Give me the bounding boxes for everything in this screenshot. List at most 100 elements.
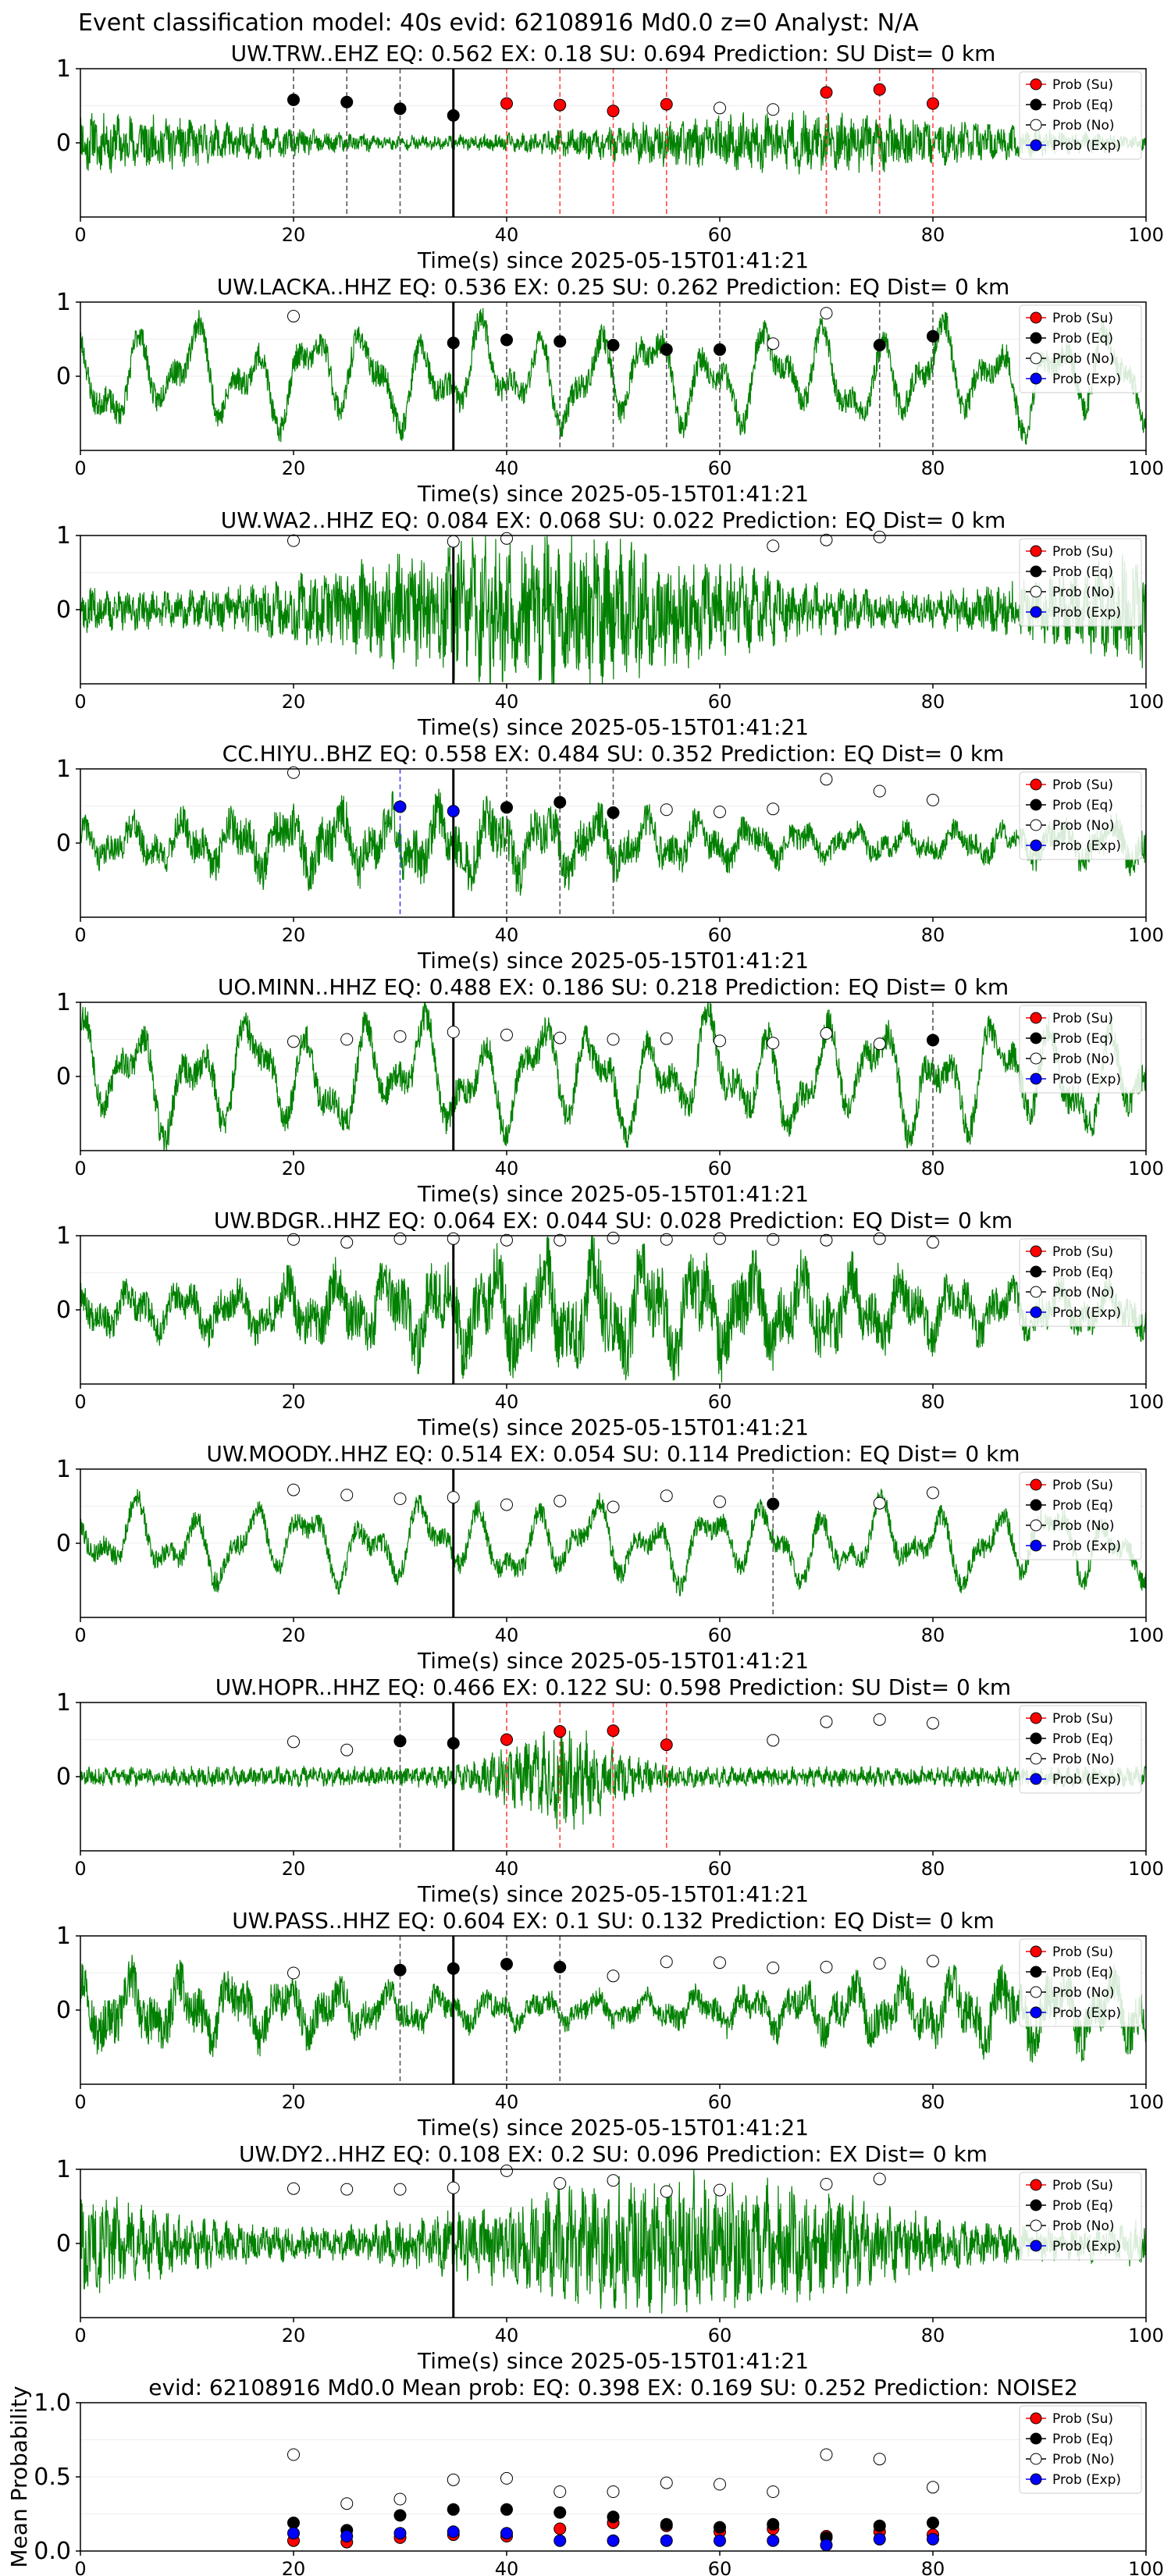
prob-point-eq <box>447 109 460 122</box>
panel-title: UW.MOODY..HHZ EQ: 0.514 EX: 0.054 SU: 0.… <box>206 1441 1020 1467</box>
prob-point-no <box>500 532 513 545</box>
legend-marker-eq <box>1030 332 1042 344</box>
prob-point-no <box>873 1037 886 1051</box>
prob-point-no <box>607 1969 620 1983</box>
y-tick-label: 0 <box>56 1063 71 1091</box>
prob-point-no <box>287 2182 300 2195</box>
prob-point-no <box>873 785 886 798</box>
panel-5: UO.MINN..HHZ EQ: 0.488 EX: 0.186 SU: 0.2… <box>56 974 1164 1207</box>
legend-label: Prob (Exp) <box>1052 372 1121 387</box>
prob-point-eq <box>927 329 939 343</box>
prob-point-no <box>660 803 673 817</box>
legend-box <box>1019 1238 1142 1327</box>
y-tick-label: 1 <box>56 289 71 316</box>
prob-point-no <box>287 534 300 547</box>
legend-label: Prob (Su) <box>1052 1711 1113 1727</box>
legend-marker-eq <box>1030 98 1042 111</box>
mean-point-eq <box>447 2503 460 2516</box>
legend-label: Prob (Eq) <box>1052 564 1113 580</box>
prob-point-exp <box>447 805 460 818</box>
legend-marker-eq <box>1030 1265 1042 1278</box>
prob-point-no <box>927 1236 939 1249</box>
prob-point-su <box>873 83 886 96</box>
x-tick-label: 100 <box>1128 224 1164 246</box>
prob-point-no <box>873 1232 886 1245</box>
mean-point-exp <box>767 2534 780 2547</box>
x-tick-label: 40 <box>495 224 519 246</box>
legend-marker-su <box>1030 545 1042 557</box>
mean-point-no <box>927 2481 939 2494</box>
x-tick-label: 0 <box>74 1858 86 1880</box>
panel-3: UW.WA2..HHZ EQ: 0.084 EX: 0.068 SU: 0.02… <box>56 507 1164 740</box>
legend-marker-su <box>1030 2179 1042 2191</box>
x-axis-label: Time(s) since 2025-05-15T01:41:21 <box>417 1881 809 1907</box>
legend-marker-exp <box>1030 1539 1042 1552</box>
y-tick-label: 0 <box>56 2230 71 2258</box>
legend-marker-no <box>1030 585 1042 598</box>
waveform-trace <box>80 1002 1147 1151</box>
prob-point-no <box>607 1033 620 1046</box>
prob-point-su <box>927 97 939 110</box>
prob-point-exp <box>393 800 407 813</box>
waveform-trace <box>80 2169 1147 2314</box>
x-tick-label: 0 <box>74 2558 86 2576</box>
mean-point-no <box>287 2448 300 2461</box>
legend-marker-eq <box>1030 799 1042 811</box>
prob-point-no <box>767 1734 780 1747</box>
y-tick-label: 1 <box>56 989 71 1016</box>
x-tick-label: 20 <box>282 1158 306 1179</box>
x-tick-label: 20 <box>282 1624 306 1646</box>
x-axis-label: Time(s) since 2025-05-15T01:41:21 <box>417 1414 809 1440</box>
y-tick-label: 1 <box>56 55 71 83</box>
mean-point-su <box>553 2522 567 2535</box>
mean-point-eq <box>393 2509 407 2522</box>
prob-point-eq <box>607 339 620 352</box>
panel-7: UW.MOODY..HHZ EQ: 0.514 EX: 0.054 SU: 0.… <box>56 1441 1164 1674</box>
x-tick-label: 100 <box>1128 691 1164 713</box>
prob-point-no <box>447 535 460 548</box>
mean-point-no <box>447 2473 460 2486</box>
legend-box <box>1019 538 1142 627</box>
x-axis-label: Time(s) since 2025-05-15T01:41:21 <box>417 2115 809 2140</box>
legend-label: Prob (No) <box>1052 118 1115 133</box>
x-tick-label: 20 <box>282 1391 306 1413</box>
legend-label: Prob (Eq) <box>1052 1965 1113 1980</box>
x-tick-label: 40 <box>495 457 519 479</box>
y-tick-label: 1 <box>56 1456 71 1483</box>
x-tick-label: 20 <box>282 2325 306 2347</box>
legend-label: Prob (No) <box>1052 351 1115 367</box>
prob-point-no <box>820 2178 833 2190</box>
y-axis-label: Mean Probability <box>6 2386 32 2567</box>
x-tick-label: 100 <box>1128 1391 1164 1413</box>
x-tick-label: 100 <box>1128 2325 1164 2347</box>
legend-label: Prob (Su) <box>1052 2411 1113 2427</box>
prob-point-no <box>767 1233 780 1246</box>
mean-point-eq <box>714 2521 726 2534</box>
x-tick-label: 20 <box>282 691 306 713</box>
prob-point-eq <box>447 1737 460 1750</box>
prob-point-no <box>714 1956 726 1969</box>
x-tick-label: 40 <box>495 691 519 713</box>
x-tick-label: 0 <box>74 1158 86 1179</box>
legend-marker-su <box>1030 78 1042 91</box>
prob-point-no <box>660 1489 673 1503</box>
x-tick-label: 80 <box>921 457 945 479</box>
legend-label: Prob (Exp) <box>1052 1305 1121 1321</box>
prob-point-no <box>553 2177 567 2190</box>
y-tick-label: 0 <box>56 130 71 157</box>
x-tick-label: 80 <box>921 224 945 246</box>
legend-label: Prob (No) <box>1052 2218 1115 2234</box>
x-tick-label: 40 <box>495 1624 519 1646</box>
mean-point-no <box>340 2497 354 2510</box>
prob-point-no <box>873 1957 886 1970</box>
prob-point-no <box>447 1026 460 1038</box>
legend-label: Prob (Su) <box>1052 311 1113 326</box>
prob-point-no <box>553 1031 567 1044</box>
mean-point-eq <box>607 2510 620 2524</box>
prob-point-su <box>500 1733 513 1746</box>
prob-point-no <box>447 1232 460 1245</box>
panel-title: UW.WA2..HHZ EQ: 0.084 EX: 0.068 SU: 0.02… <box>221 507 1006 533</box>
panel-title: UW.LACKA..HHZ EQ: 0.536 EX: 0.25 SU: 0.2… <box>217 274 1010 300</box>
legend-marker-exp <box>1030 2006 1042 2019</box>
legend-label: Prob (No) <box>1052 585 1115 600</box>
